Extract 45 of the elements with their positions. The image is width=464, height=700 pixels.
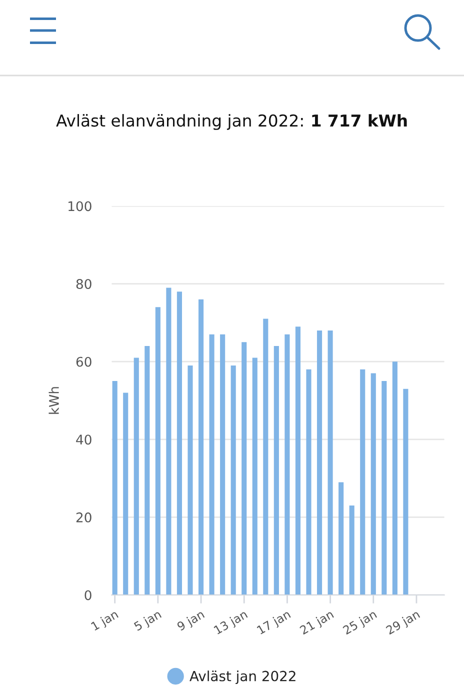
bar [338, 482, 344, 595]
bar [209, 334, 214, 595]
y-axis-title: kWh [48, 387, 59, 414]
bar [188, 365, 193, 595]
bar [306, 369, 312, 595]
bar [155, 307, 160, 595]
x-tick-label: 25 jan [342, 609, 378, 637]
bar [242, 342, 247, 595]
bar [144, 346, 150, 595]
bar [274, 346, 279, 595]
bar [220, 334, 226, 595]
bar [166, 288, 172, 595]
bar [328, 330, 333, 595]
chart-title: Avläst elanvändning jan 2022: 1 717 kWh [56, 114, 407, 130]
bar [176, 292, 182, 595]
bar [134, 358, 139, 595]
bar [284, 334, 290, 595]
bar [263, 318, 268, 595]
x-tick-label: 17 jan [256, 609, 292, 637]
bar [360, 369, 366, 595]
bar [295, 326, 301, 595]
y-tick-label: 40 [76, 434, 92, 445]
bar [349, 506, 354, 595]
bar [198, 299, 204, 595]
bar [403, 388, 408, 595]
x-tick-label: 9 jan [176, 609, 206, 634]
bar [370, 373, 376, 595]
bar [316, 330, 322, 595]
y-tick-label: 80 [76, 279, 92, 289]
y-tick-label: 0 [84, 590, 92, 600]
legend-label: Avläst jan 2022 [190, 670, 296, 684]
y-tick-label: 100 [68, 201, 92, 212]
y-tick-label: 60 [76, 356, 92, 367]
bar [382, 381, 387, 595]
x-tick-label: 5 jan [133, 609, 163, 633]
bar [112, 381, 118, 595]
bar [230, 365, 236, 595]
x-tick-label: 29 jan [385, 609, 422, 637]
y-tick-label: 20 [76, 512, 92, 522]
x-tick-label: 21 jan [299, 609, 336, 637]
bar [252, 358, 258, 595]
bar [123, 392, 128, 595]
x-tick-label: 13 jan [213, 609, 249, 637]
bar [392, 362, 398, 595]
x-tick-label: 1 jan [90, 609, 120, 633]
